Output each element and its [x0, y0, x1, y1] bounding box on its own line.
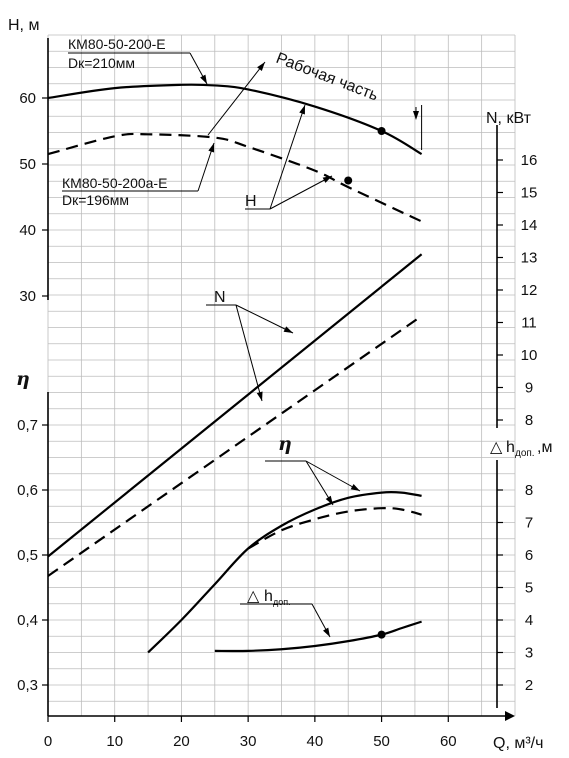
model-b-arrow [208, 143, 215, 153]
operating-point-marker [377, 630, 386, 639]
efficiency-tick-label: 0,7 [17, 417, 38, 434]
efficiency-curve-210 [147, 490, 422, 654]
operating-point-marker [344, 176, 353, 185]
model-b-label: КМ80-50-200а-Е [62, 175, 167, 191]
model-a-impeller: Dк=210мм [68, 55, 135, 71]
npsh-tick-label: 8 [525, 482, 533, 499]
efficiency-leader-1 [305, 460, 361, 492]
npsh-axis-label: △ h доп. ,м [490, 439, 552, 459]
npsh-axis-main: h [506, 439, 515, 456]
flow-tick-label: 40 [307, 733, 324, 750]
model-a-arrow [200, 74, 207, 84]
efficiency-arrow-1 [350, 484, 360, 491]
npsh-tick-label: 5 [525, 580, 533, 597]
npsh-axis-unit: ,м [537, 439, 552, 456]
head-axis-label: H, м [8, 17, 39, 34]
npsh-curve-label: △ h доп. [247, 588, 291, 607]
npsh-tick-label: 2 [525, 677, 533, 694]
npsh-delta-glyph: △ [247, 588, 260, 605]
working-range-arrow-end [413, 111, 419, 120]
chart-grid [47, 34, 516, 716]
efficiency-tick-label: 0,5 [17, 547, 38, 564]
head-tick-label: 40 [19, 222, 36, 239]
efficiency-tick-label: 0,4 [17, 612, 38, 629]
power-arrow-1 [283, 326, 293, 333]
flow-tick-label: 60 [440, 733, 457, 750]
working-range-label: Рабочая часть [274, 50, 381, 105]
efficiency-axis-label: η [16, 368, 30, 390]
power-leader-2 [235, 304, 263, 402]
efficiency-curve-196 [247, 507, 422, 550]
npsh-axis-delta: △ [490, 439, 503, 456]
npsh-tick-label: 3 [525, 645, 533, 662]
head-curve-label: H [245, 193, 257, 210]
power-tick-label: 11 [521, 315, 537, 332]
head-tick-label: 30 [19, 288, 36, 305]
head-leader-1 [269, 104, 306, 210]
npsh-curve-main: h [264, 588, 273, 605]
power-tick-label: 16 [521, 152, 538, 169]
working-range-arrow-start [257, 62, 265, 71]
power-curve-label: N [214, 289, 226, 306]
model-b-impeller: Dк=196мм [62, 192, 129, 208]
power-tick-label: 15 [521, 185, 538, 202]
head-curve-196 [47, 132, 423, 223]
power-curve-196 [47, 315, 423, 577]
flow-tick-label: 30 [240, 733, 257, 750]
power-axis-label: N, кВт [486, 110, 532, 127]
efficiency-tick-label: 0,6 [17, 482, 38, 499]
flow-axis-arrow [505, 711, 515, 721]
power-arrow-2 [256, 391, 263, 401]
power-tick-label: 12 [521, 282, 538, 299]
power-leader-1 [235, 304, 294, 334]
power-tick-label: 10 [521, 347, 538, 364]
head-arrow-1 [299, 105, 305, 115]
working-range-leader-start [207, 61, 266, 136]
head-leader-2 [269, 175, 333, 210]
model-a-label: КМ80-50-200-Е [68, 36, 166, 52]
flow-axis-label: Q, м³/ч [493, 735, 543, 752]
efficiency-curve-label: η [278, 433, 292, 455]
power-curve-210 [47, 253, 423, 558]
power-tick-label: 8 [525, 412, 533, 429]
power-tick-label: 14 [521, 217, 538, 234]
chart-curves [47, 83, 423, 654]
operating-point-marker [377, 127, 386, 135]
efficiency-arrow-2 [325, 495, 333, 505]
npsh-tick-label: 7 [525, 515, 533, 532]
chart-axes: H, м N, кВт η Q, м³/ч △ h доп. ,м 0 10 20 3… [8, 17, 552, 752]
power-tick-label: 9 [525, 380, 533, 397]
chart-markers [344, 127, 386, 639]
npsh-tick-label: 6 [525, 547, 533, 564]
npsh-tick-label: 4 [525, 612, 533, 629]
flow-tick-label: 10 [106, 733, 123, 750]
efficiency-tick-label: 0,3 [17, 677, 38, 694]
flow-tick-label: 0 [44, 733, 52, 750]
npsh-curve-sub: доп. [273, 597, 291, 607]
flow-tick-label: 20 [173, 733, 190, 750]
flow-tick-label: 50 [373, 733, 390, 750]
npsh-curve [214, 620, 422, 653]
head-arrow-2 [322, 176, 332, 183]
head-tick-label: 50 [19, 156, 36, 173]
npsh-axis-sub: доп. [515, 448, 535, 459]
power-tick-label: 13 [521, 250, 538, 267]
head-tick-label: 60 [19, 90, 36, 107]
head-curve-210 [47, 83, 423, 156]
npsh-arrow [323, 627, 330, 637]
